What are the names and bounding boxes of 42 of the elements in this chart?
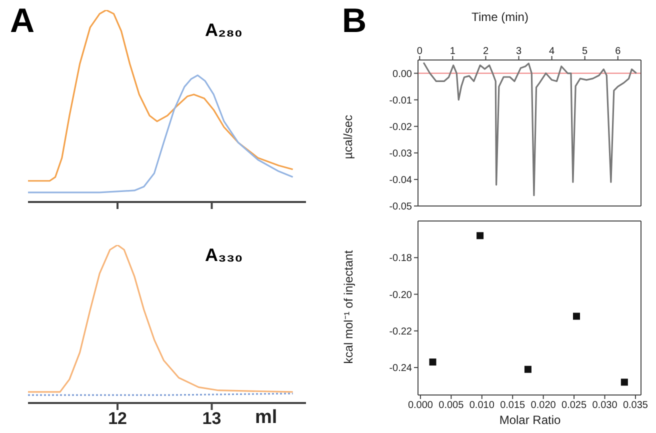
point	[429, 358, 436, 366]
x-tick-label: 6	[615, 46, 622, 57]
x-tick-label: 0.010	[469, 400, 495, 412]
x-axis-title: ml	[255, 407, 278, 429]
x-tick-label: 0.015	[500, 400, 526, 412]
x-tick-label: 0.005	[438, 400, 464, 412]
annotation: A₂₈₀	[205, 20, 243, 41]
x-tick-label: 13	[202, 409, 222, 428]
x-tick-label: 5	[582, 46, 588, 57]
point	[476, 232, 484, 240]
x-tick-label: 0.020	[530, 400, 556, 412]
x-tick-label: 0	[416, 46, 423, 57]
x-axis-title: Time (min)	[472, 10, 528, 24]
x-tick-label: 12	[108, 409, 127, 428]
y-tick-label: 0.00	[392, 68, 412, 80]
chart-title: B	[342, 2, 367, 41]
annotation: A₃₃₀	[205, 245, 243, 266]
x-tick-label: 0.000	[408, 400, 434, 412]
x-tick-label: 4	[549, 46, 556, 57]
chart-title: A	[10, 2, 35, 41]
point	[572, 312, 580, 320]
y-tick-label: -0.01	[389, 95, 412, 106]
point	[524, 366, 532, 373]
x-tick-label: 0.025	[562, 400, 587, 412]
y-tick-label: -0.22	[389, 326, 412, 338]
x-tick-label: 2	[482, 46, 489, 57]
line-series	[422, 62, 638, 196]
point	[620, 378, 628, 386]
x-axis-title: Molar Ratio	[499, 413, 561, 427]
x-tick-label: 0.035	[622, 400, 648, 412]
x-tick-label: 3	[516, 46, 522, 57]
y-axis-title: µcal/sec	[341, 114, 355, 160]
y-tick-label: -0.04	[389, 175, 412, 186]
y-tick-label: -0.18	[389, 253, 412, 264]
x-tick-label: 1	[450, 46, 456, 57]
x-tick-label: 0.030	[592, 400, 618, 412]
y-tick-label: -0.05	[389, 202, 412, 213]
y-axis-title: kcal mol⁻¹ of injectant	[340, 250, 356, 364]
y-tick-label: -0.20	[389, 290, 412, 301]
y-tick-label: -0.03	[389, 148, 412, 160]
y-tick-label: -0.24	[389, 363, 412, 374]
y-tick-label: -0.02	[389, 122, 412, 133]
